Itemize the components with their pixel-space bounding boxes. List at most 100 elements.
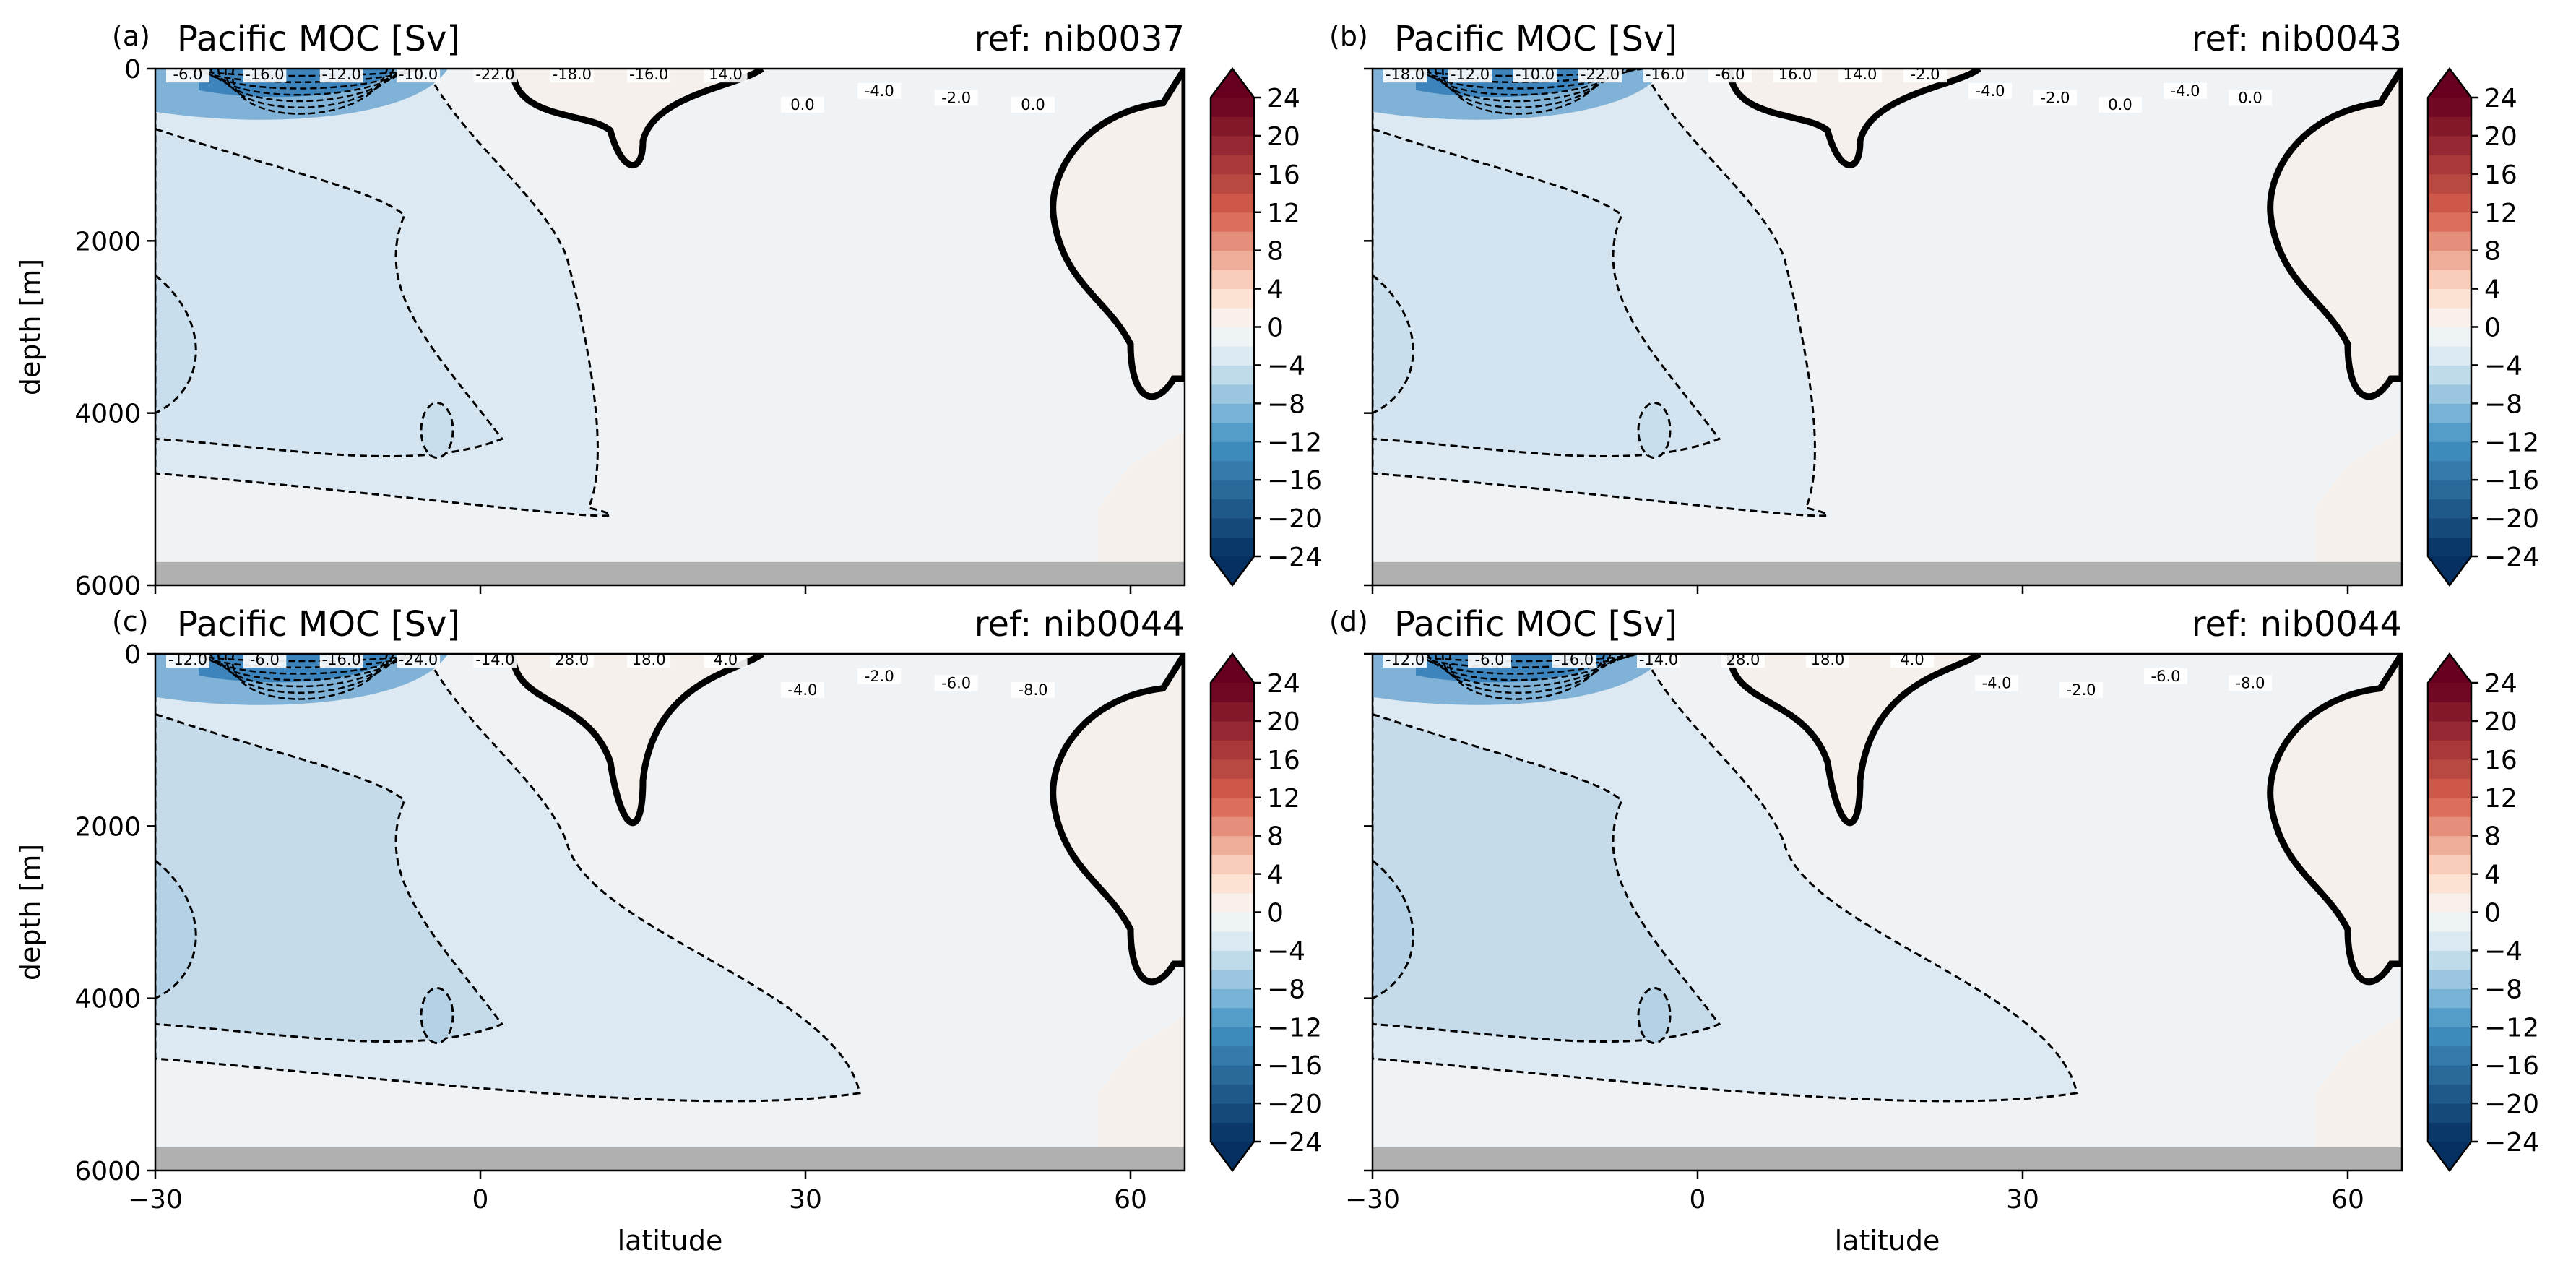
colorbar-bin <box>1211 797 1254 817</box>
colorbar-tick-label: 20 <box>1267 122 1300 152</box>
colorbar-tick-label: 12 <box>2484 784 2517 814</box>
colorbar-a: 24 20 16 12 8 4 0 −4 −8 −12 −16 −20 −24 <box>1209 66 1322 587</box>
colorbar-bin <box>2428 193 2471 213</box>
colorbar-bin <box>1211 931 1254 951</box>
y-tick-label: 0 <box>124 55 141 85</box>
y-axis-label: depth [m] <box>14 844 46 980</box>
colorbar-tick-label: −16 <box>1267 1051 1322 1081</box>
contour-neg6 <box>155 859 197 1000</box>
contour-label: 16.0 <box>1778 66 1812 83</box>
x-tick-label: −30 <box>128 1185 183 1215</box>
y-axis <box>1364 67 1373 587</box>
colorbar-bin <box>2428 403 2471 423</box>
colorbar-bin <box>1211 950 1254 970</box>
contour-neg8 <box>1637 402 1672 459</box>
colorbar-bin <box>1211 345 1254 366</box>
colorbar-tick-label: −24 <box>2484 543 2539 572</box>
colorbar-bin <box>2428 1046 2471 1066</box>
x-tick-label: 0 <box>1690 1185 1706 1215</box>
y-axis: 0 2000 4000 6000 <box>74 640 155 1186</box>
y-axis-label: depth [m] <box>14 259 46 395</box>
colorbar-tick-label: −12 <box>2484 1013 2539 1043</box>
contour-label: -10.0 <box>399 66 438 83</box>
colorbar-bin <box>1211 720 1254 741</box>
y-tick-label: 4000 <box>74 985 141 1014</box>
colorbar-tick-label: 4 <box>2484 861 2501 890</box>
colorbar-bin <box>1211 1103 1254 1124</box>
contour-neg8 <box>420 402 454 459</box>
colorbar-bin <box>2428 1027 2471 1047</box>
colorbar-bin <box>1211 969 1254 989</box>
colorbar-bin <box>1211 155 1254 175</box>
colorbar-bin <box>1211 683 1254 702</box>
colorbar-tick-label: 0 <box>1267 314 1284 343</box>
colorbar-bin <box>2428 231 2471 251</box>
colorbar-bin <box>2428 173 2471 194</box>
colorbar-tick-label: 24 <box>1267 84 1300 113</box>
colorbar-tick-label: 12 <box>1267 784 1300 814</box>
colorbar-tick-label: 0 <box>2484 899 2501 928</box>
colorbar-tick-label: −8 <box>2484 975 2523 1004</box>
colorbar-tick-label: −16 <box>2484 466 2539 496</box>
contour-label: -8.0 <box>1019 681 1048 699</box>
contour-neg6 <box>1373 274 1414 415</box>
contour-label: -6.0 <box>250 651 280 668</box>
contour-label: -18.0 <box>1386 66 1425 83</box>
colorbar-bin <box>2428 98 2471 117</box>
x-tick-label: 60 <box>2331 1185 2364 1215</box>
colorbar-tick-label: 4 <box>2484 275 2501 305</box>
colorbar-bin <box>1211 441 1254 462</box>
x-tick-label: 60 <box>1114 1185 1147 1215</box>
colorbar-bin <box>2428 740 2471 760</box>
colorbar-bin <box>2428 720 2471 741</box>
x-axis <box>154 585 1132 594</box>
colorbar-bin <box>1211 1027 1254 1047</box>
contour-label: -16.0 <box>1646 66 1685 83</box>
x-axis-label: latitude <box>618 1225 723 1256</box>
colorbar-b: 24 20 16 12 8 4 0 −4 −8 −12 −16 −20 −24 <box>2426 66 2539 587</box>
colorbar-bin <box>2428 969 2471 989</box>
colorbar-bin <box>2428 327 2471 347</box>
colorbar-tick-label: 16 <box>2484 160 2517 190</box>
contour-labels: -6.0 -16.0 -12.0 -10.0 -22.0 -18.0 -16.0 14.0 0.… <box>166 66 1055 113</box>
colorbar-bin <box>1211 499 1254 519</box>
colorbar-bin <box>2428 950 2471 970</box>
moc-field: -18.0 -12.0 -10.0 -22.0 -16.0 -6.0 16.0 14.0 -2.… <box>1373 66 2402 585</box>
contour-label: -16.0 <box>1555 651 1594 668</box>
colorbar-bin <box>2428 1103 2471 1124</box>
contour-label: -12.0 <box>322 66 361 83</box>
contour-label: -4.0 <box>1976 82 2005 100</box>
panel-title: Pacific MOC [Sv] <box>1394 19 1677 59</box>
contour-label: 4.0 <box>1900 651 1924 668</box>
colorbar-tick-label: 24 <box>1267 669 1300 699</box>
colorbar-bin <box>1211 403 1254 423</box>
colorbar-bin <box>1211 740 1254 760</box>
colorbar-tick-label: 8 <box>2484 237 2501 267</box>
ref-label: ref: nib0037 <box>974 19 1185 59</box>
zero-contours <box>509 654 1185 986</box>
colorbar-bin <box>1211 422 1254 442</box>
colorbar-bin <box>1211 1084 1254 1104</box>
panel-d: -12.0 -6.0 -16.0 -14.0 28.0 18.0 4.0 -4.0 -2.0 -6… <box>1329 604 2403 1256</box>
panel-letter: (b) <box>1329 20 1368 52</box>
colorbar-bin <box>1211 855 1254 875</box>
colorbar-bin <box>1211 518 1254 538</box>
axes-frame <box>154 652 1186 1172</box>
contour-neg6 <box>155 274 197 415</box>
x-tick-label: 30 <box>2006 1185 2039 1215</box>
colorbar-bin <box>1211 759 1254 779</box>
contour-label: -6.0 <box>1716 66 1745 83</box>
colorbar-bin <box>1211 537 1254 557</box>
y-tick-label: 6000 <box>74 572 141 601</box>
colorbar-bin <box>1211 874 1254 894</box>
contour-label: 18.0 <box>632 651 666 668</box>
y-axis: 0 2000 4000 6000 <box>74 55 155 601</box>
colorbar-tick-label: −12 <box>2484 428 2539 457</box>
colorbar-bin <box>2428 835 2471 855</box>
contour-neg4 <box>1373 712 1721 1043</box>
contour-label: -14.0 <box>475 651 514 668</box>
colorbar-bin <box>2428 365 2471 385</box>
contour-label: -18.0 <box>553 66 592 83</box>
colorbar-tick-label: 16 <box>1267 746 1300 775</box>
contour-labels: -18.0 -12.0 -10.0 -22.0 -16.0 -6.0 16.0 14.0 -2.… <box>1383 66 2272 113</box>
